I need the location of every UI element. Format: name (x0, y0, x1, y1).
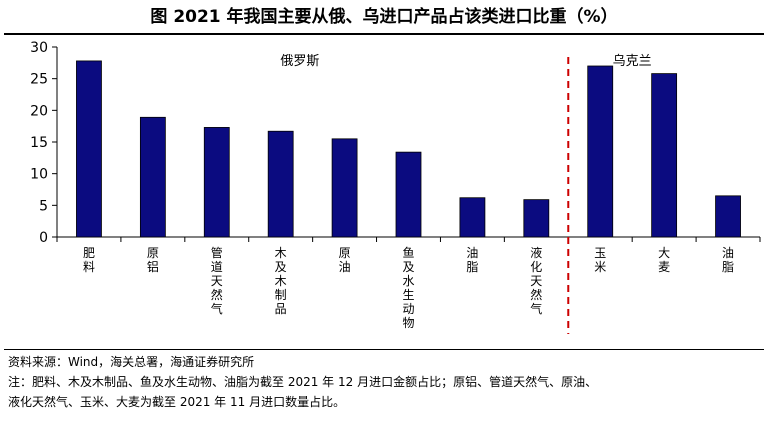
y-tick-label: 5 (39, 198, 48, 214)
y-tick-label: 0 (39, 230, 48, 246)
group-label: 俄罗斯 (280, 54, 319, 69)
bar (76, 60, 102, 238)
x-tick-label: 玉米 (594, 246, 606, 274)
bar (523, 199, 550, 238)
footnote-line-2: 液化天然气、玉米、大麦为截至 2021 年 11 月进口数量占比。 (8, 395, 346, 409)
x-tick-label: 鱼及水生动物 (402, 246, 414, 330)
x-tick-label: 原铝 (147, 246, 159, 274)
x-tick-label: 原油 (339, 246, 351, 274)
bar (331, 138, 358, 238)
x-tick-label: 油脂 (466, 246, 478, 274)
source-note: 资料来源：Wind，海关总署，海通证券研究所 (8, 355, 255, 369)
chart-title: 图 2021 年我国主要从俄、乌进口产品占该类进口比重（%） (150, 7, 618, 27)
notes-rule (4, 349, 764, 350)
bar (587, 65, 614, 238)
bar (651, 73, 678, 238)
bar (139, 116, 166, 238)
notes-block: 资料来源：Wind，海关总署，海通证券研究所 注：肥料、木及木制品、鱼及水生动物… (8, 352, 760, 412)
footnote-line-1: 注：肥料、木及木制品、鱼及水生动物、油脂为截至 2021 年 12 月进口金额占… (8, 375, 598, 389)
bar (715, 195, 741, 238)
x-tick-label: 肥料 (83, 246, 95, 274)
bar (203, 127, 230, 238)
bar-chart: 0 5 10 15 20 25 30 肥料 原铝 管道天然气 木及木制品 原油 鱼及水生动物 油脂 液化天然… (30, 40, 761, 334)
y-tick-label: 10 (30, 167, 48, 183)
x-tick-label: 大麦 (658, 246, 670, 274)
title-rule (4, 33, 764, 35)
x-tick-label: 木及木制品 (275, 246, 287, 316)
bar (267, 130, 294, 238)
bar (395, 151, 422, 238)
x-tick-label: 液化天然气 (530, 245, 542, 316)
x-tick-label: 管道天然气 (211, 245, 223, 316)
y-tick-label: 25 (30, 72, 48, 88)
x-tick-label: 油脂 (722, 246, 734, 274)
y-tick-label: 30 (30, 40, 48, 56)
y-tick-label: 15 (30, 135, 48, 151)
bar (459, 197, 486, 238)
group-label: 乌克兰 (613, 53, 652, 69)
y-tick-label: 20 (30, 103, 48, 119)
